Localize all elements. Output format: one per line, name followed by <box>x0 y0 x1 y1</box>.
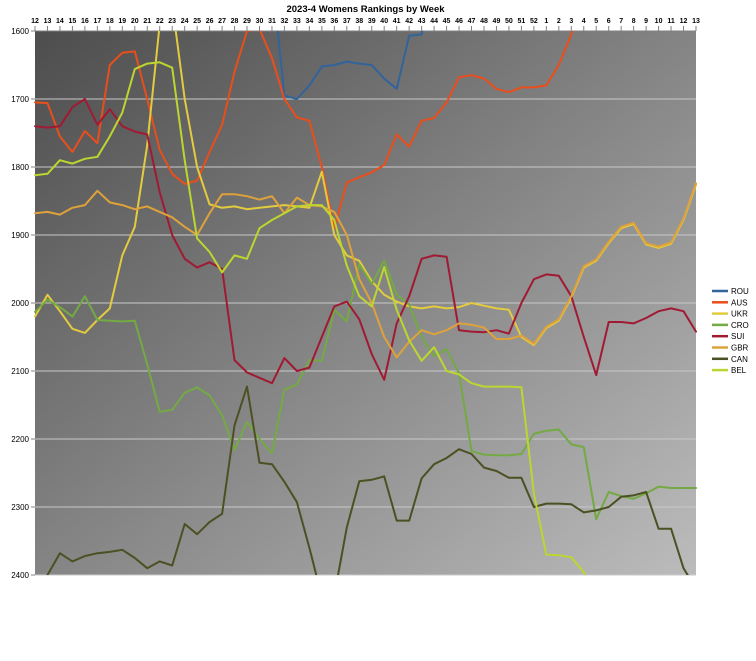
series-line-CAN[interactable] <box>35 385 696 597</box>
x-tick-label-6: 6 <box>607 18 611 25</box>
legend-label-CRO: CRO <box>731 321 749 330</box>
x-tick-label-24: 24 <box>181 18 189 25</box>
x-tick-label-43: 43 <box>418 18 426 25</box>
x-tick-label-12: 12 <box>680 18 688 25</box>
y-tick-label-2100: 2100 <box>11 367 29 376</box>
x-tick-label-20: 20 <box>131 18 139 25</box>
legend-label-UKR: UKR <box>731 310 748 319</box>
y-tick-label-2400: 2400 <box>11 571 29 580</box>
y-tick-label-1900: 1900 <box>11 231 29 240</box>
x-tick-label-31: 31 <box>268 18 276 25</box>
x-tick-label-15: 15 <box>69 18 77 25</box>
x-tick-label-14: 14 <box>56 18 64 25</box>
y-axis: 1600 1700 1800 1900 2000 2100 2200 2300 2400 <box>11 27 35 580</box>
x-tick-label-9: 9 <box>644 18 648 25</box>
x-tick-label-13: 13 <box>44 18 52 25</box>
x-tick-label-21: 21 <box>143 18 151 25</box>
x-tick-label-52: 52 <box>530 18 538 25</box>
legend-item-CAN[interactable]: CAN <box>712 355 748 364</box>
x-tick-label-18: 18 <box>106 18 114 25</box>
x-tick-label-47: 47 <box>468 18 476 25</box>
x-tick-label-23: 23 <box>168 18 176 25</box>
x-tick-label-2: 2 <box>557 18 561 25</box>
legend: ROU AUS UKR CRO SUI GBR CAN BEL <box>712 287 749 375</box>
x-tick-label-3: 3 <box>569 18 573 25</box>
y-tick-label-1800: 1800 <box>11 163 29 172</box>
x-tick-label-50: 50 <box>505 18 513 25</box>
x-tick-label-8: 8 <box>632 18 636 25</box>
x-tick-label-13: 13 <box>692 18 700 25</box>
y-tick-label-1600: 1600 <box>11 27 29 36</box>
x-tick-label-35: 35 <box>318 18 326 25</box>
x-tick-label-41: 41 <box>393 18 401 25</box>
x-tick-label-34: 34 <box>305 18 313 25</box>
y-tick-label-2000: 2000 <box>11 299 29 308</box>
x-tick-label-29: 29 <box>243 18 251 25</box>
x-tick-label-42: 42 <box>405 18 413 25</box>
x-tick-label-36: 36 <box>330 18 338 25</box>
series-line-ROU[interactable] <box>272 0 434 100</box>
x-tick-label-51: 51 <box>517 18 525 25</box>
x-tick-label-7: 7 <box>619 18 623 25</box>
y-tick-label-2200: 2200 <box>11 435 29 444</box>
legend-label-GBR: GBR <box>731 344 749 353</box>
x-tick-label-32: 32 <box>281 18 289 25</box>
x-tick-label-28: 28 <box>231 18 239 25</box>
series-lines <box>34 0 697 602</box>
x-tick-label-33: 33 <box>293 18 301 25</box>
y-tick-label-2300: 2300 <box>11 503 29 512</box>
x-tick-label-37: 37 <box>343 18 351 25</box>
series-line-UKR[interactable] <box>34 4 697 347</box>
x-tick-label-11: 11 <box>667 18 675 25</box>
x-tick-label-49: 49 <box>493 18 501 25</box>
x-tick-label-5: 5 <box>594 18 598 25</box>
legend-label-SUI: SUI <box>731 332 744 341</box>
chart-title: 2023-4 Womens Rankings by Week <box>286 4 445 15</box>
x-tick-label-17: 17 <box>93 18 101 25</box>
series-line-GBR[interactable] <box>34 182 697 359</box>
series-line-CRO[interactable] <box>34 259 697 521</box>
x-tick-label-27: 27 <box>218 18 226 25</box>
legend-item-SUI[interactable]: SUI <box>712 332 744 341</box>
x-tick-label-22: 22 <box>156 18 164 25</box>
x-tick-label-10: 10 <box>655 18 663 25</box>
x-tick-label-45: 45 <box>443 18 451 25</box>
legend-item-ROU[interactable]: ROU <box>712 287 749 296</box>
series-line-AUS[interactable] <box>34 0 584 230</box>
x-tick-label-48: 48 <box>480 18 488 25</box>
y-tick-label-1700: 1700 <box>11 95 29 104</box>
legend-label-ROU: ROU <box>731 287 749 296</box>
x-tick-label-30: 30 <box>256 18 264 25</box>
x-tick-label-12: 12 <box>31 18 39 25</box>
legend-item-CRO[interactable]: CRO <box>712 321 749 330</box>
x-axis: 12 13 14 15 16 17 18 19 20 21 22 23 24 25 26 27 28 29 30 31… <box>31 18 700 32</box>
legend-label-CAN: CAN <box>731 355 748 364</box>
x-tick-label-40: 40 <box>380 18 388 25</box>
x-tick-label-1: 1 <box>544 18 548 25</box>
x-tick-label-16: 16 <box>81 18 89 25</box>
legend-item-AUS[interactable]: AUS <box>712 298 747 307</box>
x-tick-label-44: 44 <box>430 18 438 25</box>
x-tick-label-46: 46 <box>455 18 463 25</box>
series-line-BEL[interactable] <box>34 61 596 602</box>
x-tick-label-19: 19 <box>118 18 126 25</box>
x-tick-label-26: 26 <box>206 18 214 25</box>
legend-item-BEL[interactable]: BEL <box>712 366 747 375</box>
series-line-SUI[interactable] <box>34 98 697 385</box>
legend-label-BEL: BEL <box>731 366 747 375</box>
legend-label-AUS: AUS <box>731 298 747 307</box>
x-tick-label-4: 4 <box>582 18 586 25</box>
legend-item-UKR[interactable]: UKR <box>712 310 748 319</box>
x-tick-label-39: 39 <box>368 18 376 25</box>
legend-item-GBR[interactable]: GBR <box>712 344 749 353</box>
x-tick-label-25: 25 <box>193 18 201 25</box>
x-tick-label-38: 38 <box>355 18 363 25</box>
